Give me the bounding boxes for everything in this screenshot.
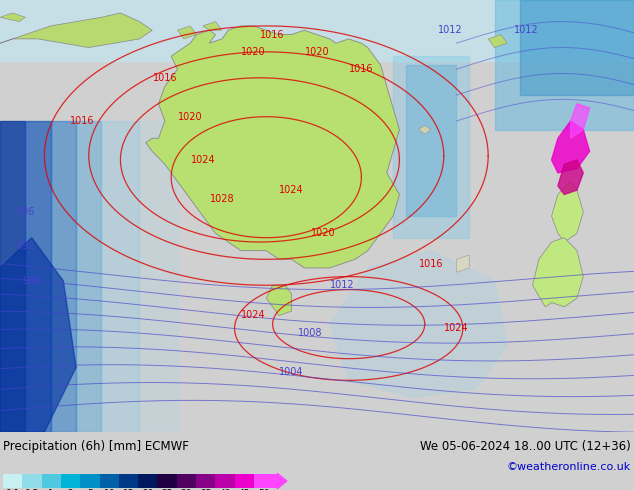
Bar (3, 474, 22, 488)
Text: 0.5: 0.5 (25, 489, 39, 490)
Text: 1012: 1012 (330, 280, 354, 290)
Text: 5: 5 (87, 489, 93, 490)
Bar (51, 121, 76, 432)
Text: 1: 1 (48, 489, 54, 490)
Text: 45: 45 (238, 489, 250, 490)
Polygon shape (552, 181, 583, 242)
Polygon shape (558, 160, 583, 195)
Bar (81, 474, 100, 488)
Text: 1020: 1020 (178, 112, 202, 122)
Bar (0, 121, 25, 432)
Text: 996: 996 (16, 207, 34, 217)
Polygon shape (146, 26, 399, 268)
Text: 25: 25 (162, 489, 173, 490)
Polygon shape (178, 26, 197, 39)
Text: 992: 992 (16, 242, 35, 251)
Polygon shape (533, 238, 583, 307)
Bar (495, 0, 634, 130)
Polygon shape (571, 104, 590, 138)
Bar (25, 121, 51, 432)
Polygon shape (266, 285, 292, 316)
Text: 1020: 1020 (305, 47, 329, 57)
Polygon shape (330, 251, 507, 397)
Bar (22, 474, 42, 488)
Text: 35: 35 (200, 489, 212, 490)
Text: 1028: 1028 (210, 194, 234, 204)
Bar (119, 474, 138, 488)
Bar (101, 121, 139, 432)
Text: 1004: 1004 (280, 367, 304, 377)
Text: 1024: 1024 (444, 323, 469, 334)
Polygon shape (552, 121, 590, 173)
Bar (235, 474, 254, 488)
Text: 1020: 1020 (242, 47, 266, 57)
Text: We 05-06-2024 18..00 UTC (12+36): We 05-06-2024 18..00 UTC (12+36) (420, 440, 631, 453)
Text: 1020: 1020 (311, 228, 335, 238)
Bar (520, 0, 634, 95)
Polygon shape (418, 125, 431, 134)
Text: 0.1: 0.1 (6, 489, 20, 490)
Polygon shape (488, 35, 507, 48)
Bar (76, 121, 101, 432)
Text: 1012: 1012 (514, 25, 538, 35)
Polygon shape (203, 22, 222, 30)
Text: 40: 40 (219, 489, 231, 490)
Text: 50: 50 (258, 489, 269, 490)
Text: 1016: 1016 (70, 116, 94, 126)
Text: 20: 20 (142, 489, 153, 490)
Bar (406, 65, 456, 216)
Text: ©weatheronline.co.uk: ©weatheronline.co.uk (507, 462, 631, 472)
Bar (216, 474, 235, 488)
Polygon shape (0, 238, 76, 432)
Text: 30: 30 (181, 489, 192, 490)
Text: 1016: 1016 (419, 259, 443, 269)
Text: 988: 988 (23, 276, 41, 286)
Polygon shape (0, 13, 152, 48)
Text: 1024: 1024 (242, 311, 266, 320)
Bar (139, 121, 178, 432)
Bar (254, 474, 273, 488)
Bar (61, 474, 81, 488)
Text: 2: 2 (68, 489, 74, 490)
Bar (42, 474, 61, 488)
Bar (393, 56, 469, 238)
Bar (177, 474, 196, 488)
Text: 1016: 1016 (153, 73, 177, 83)
Bar (138, 474, 157, 488)
Polygon shape (456, 255, 469, 272)
Text: 1008: 1008 (299, 328, 323, 338)
Text: 1012: 1012 (438, 25, 462, 35)
Bar (100, 474, 119, 488)
Text: 1024: 1024 (280, 185, 304, 195)
Text: 1016: 1016 (349, 64, 373, 74)
Text: 10: 10 (103, 489, 115, 490)
Text: Precipitation (6h) [mm] ECMWF: Precipitation (6h) [mm] ECMWF (3, 440, 189, 453)
Text: 15: 15 (123, 489, 134, 490)
FancyArrow shape (273, 473, 287, 489)
Bar (0, 0, 634, 60)
Bar (196, 474, 216, 488)
Text: 1016: 1016 (261, 29, 285, 40)
Text: 1024: 1024 (191, 155, 215, 165)
Polygon shape (0, 13, 25, 22)
Bar (157, 474, 177, 488)
